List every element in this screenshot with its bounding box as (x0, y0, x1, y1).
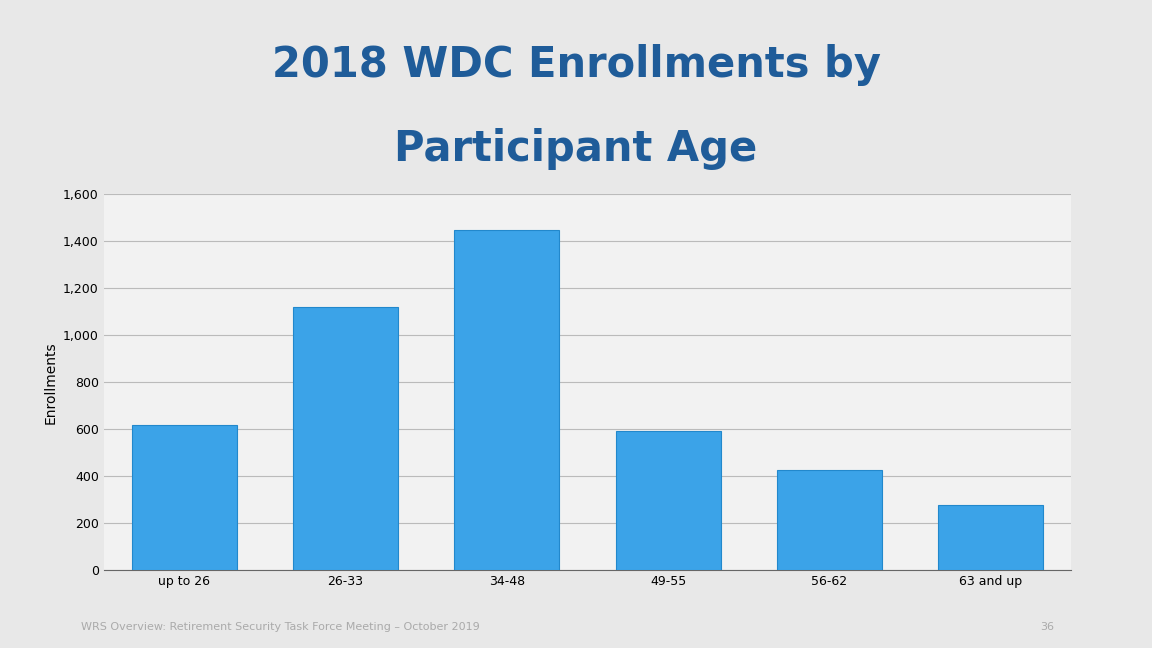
Text: Participant Age: Participant Age (394, 128, 758, 170)
Bar (615, 431, 720, 570)
Bar (454, 229, 559, 570)
Bar (776, 470, 881, 570)
Y-axis label: Enrollments: Enrollments (44, 341, 58, 424)
Text: 36: 36 (1040, 622, 1054, 632)
Bar (131, 424, 237, 570)
Text: 2018 WDC Enrollments by: 2018 WDC Enrollments by (272, 44, 880, 86)
Bar (938, 505, 1044, 570)
Bar (293, 307, 399, 570)
Text: WRS Overview: Retirement Security Task Force Meeting – October 2019: WRS Overview: Retirement Security Task F… (81, 622, 479, 632)
